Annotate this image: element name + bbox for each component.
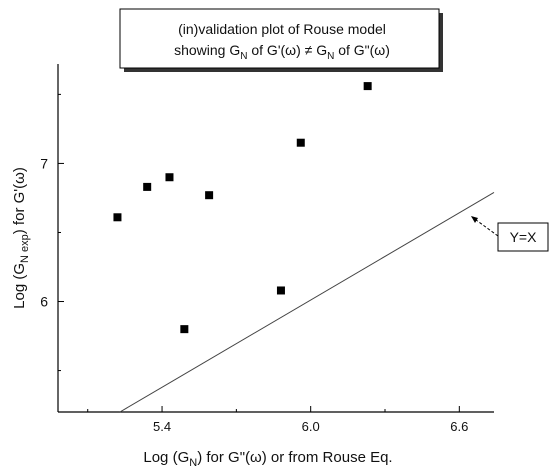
data-point <box>165 173 174 182</box>
axis-ticks <box>58 93 460 412</box>
x-tick-label: 6.0 <box>302 419 320 434</box>
chart-title-line2: showing GN of G'(ω) ≠ GN of G"(ω) <box>174 42 390 62</box>
data-point <box>113 213 122 222</box>
data-point <box>143 182 152 191</box>
data-point <box>363 82 372 91</box>
x-tick-label: 6.6 <box>450 419 468 434</box>
data-point <box>296 138 305 147</box>
reference-line-y-equals-x <box>119 191 495 413</box>
label-text: Y=X <box>510 229 538 245</box>
data-point <box>180 325 189 334</box>
y-tick-label: 6 <box>40 294 48 310</box>
y-tick-label: 7 <box>40 155 48 171</box>
title-frame <box>119 8 440 69</box>
data-point <box>205 191 214 200</box>
reference-line-label: Y=X <box>471 216 549 252</box>
y-equals-x-line <box>119 191 495 413</box>
label-box <box>497 222 549 252</box>
label-arrowhead <box>471 216 478 223</box>
tick-labels: 5.4 6.0 6.6 6 7 <box>40 155 468 434</box>
data-points <box>113 82 372 334</box>
x-tick-label: 5.4 <box>153 419 171 434</box>
chart-title-line1: (in)validation plot of Rouse model <box>178 21 386 37</box>
y-axis-label: Log (GN exp) for G'(ω) <box>11 167 31 309</box>
data-point <box>276 286 285 295</box>
x-axis-label: Log (GN) for G"(ω) or from Rouse Eq. <box>143 449 392 469</box>
title-box: (in)validation plot of Rouse model showi… <box>119 8 443 72</box>
